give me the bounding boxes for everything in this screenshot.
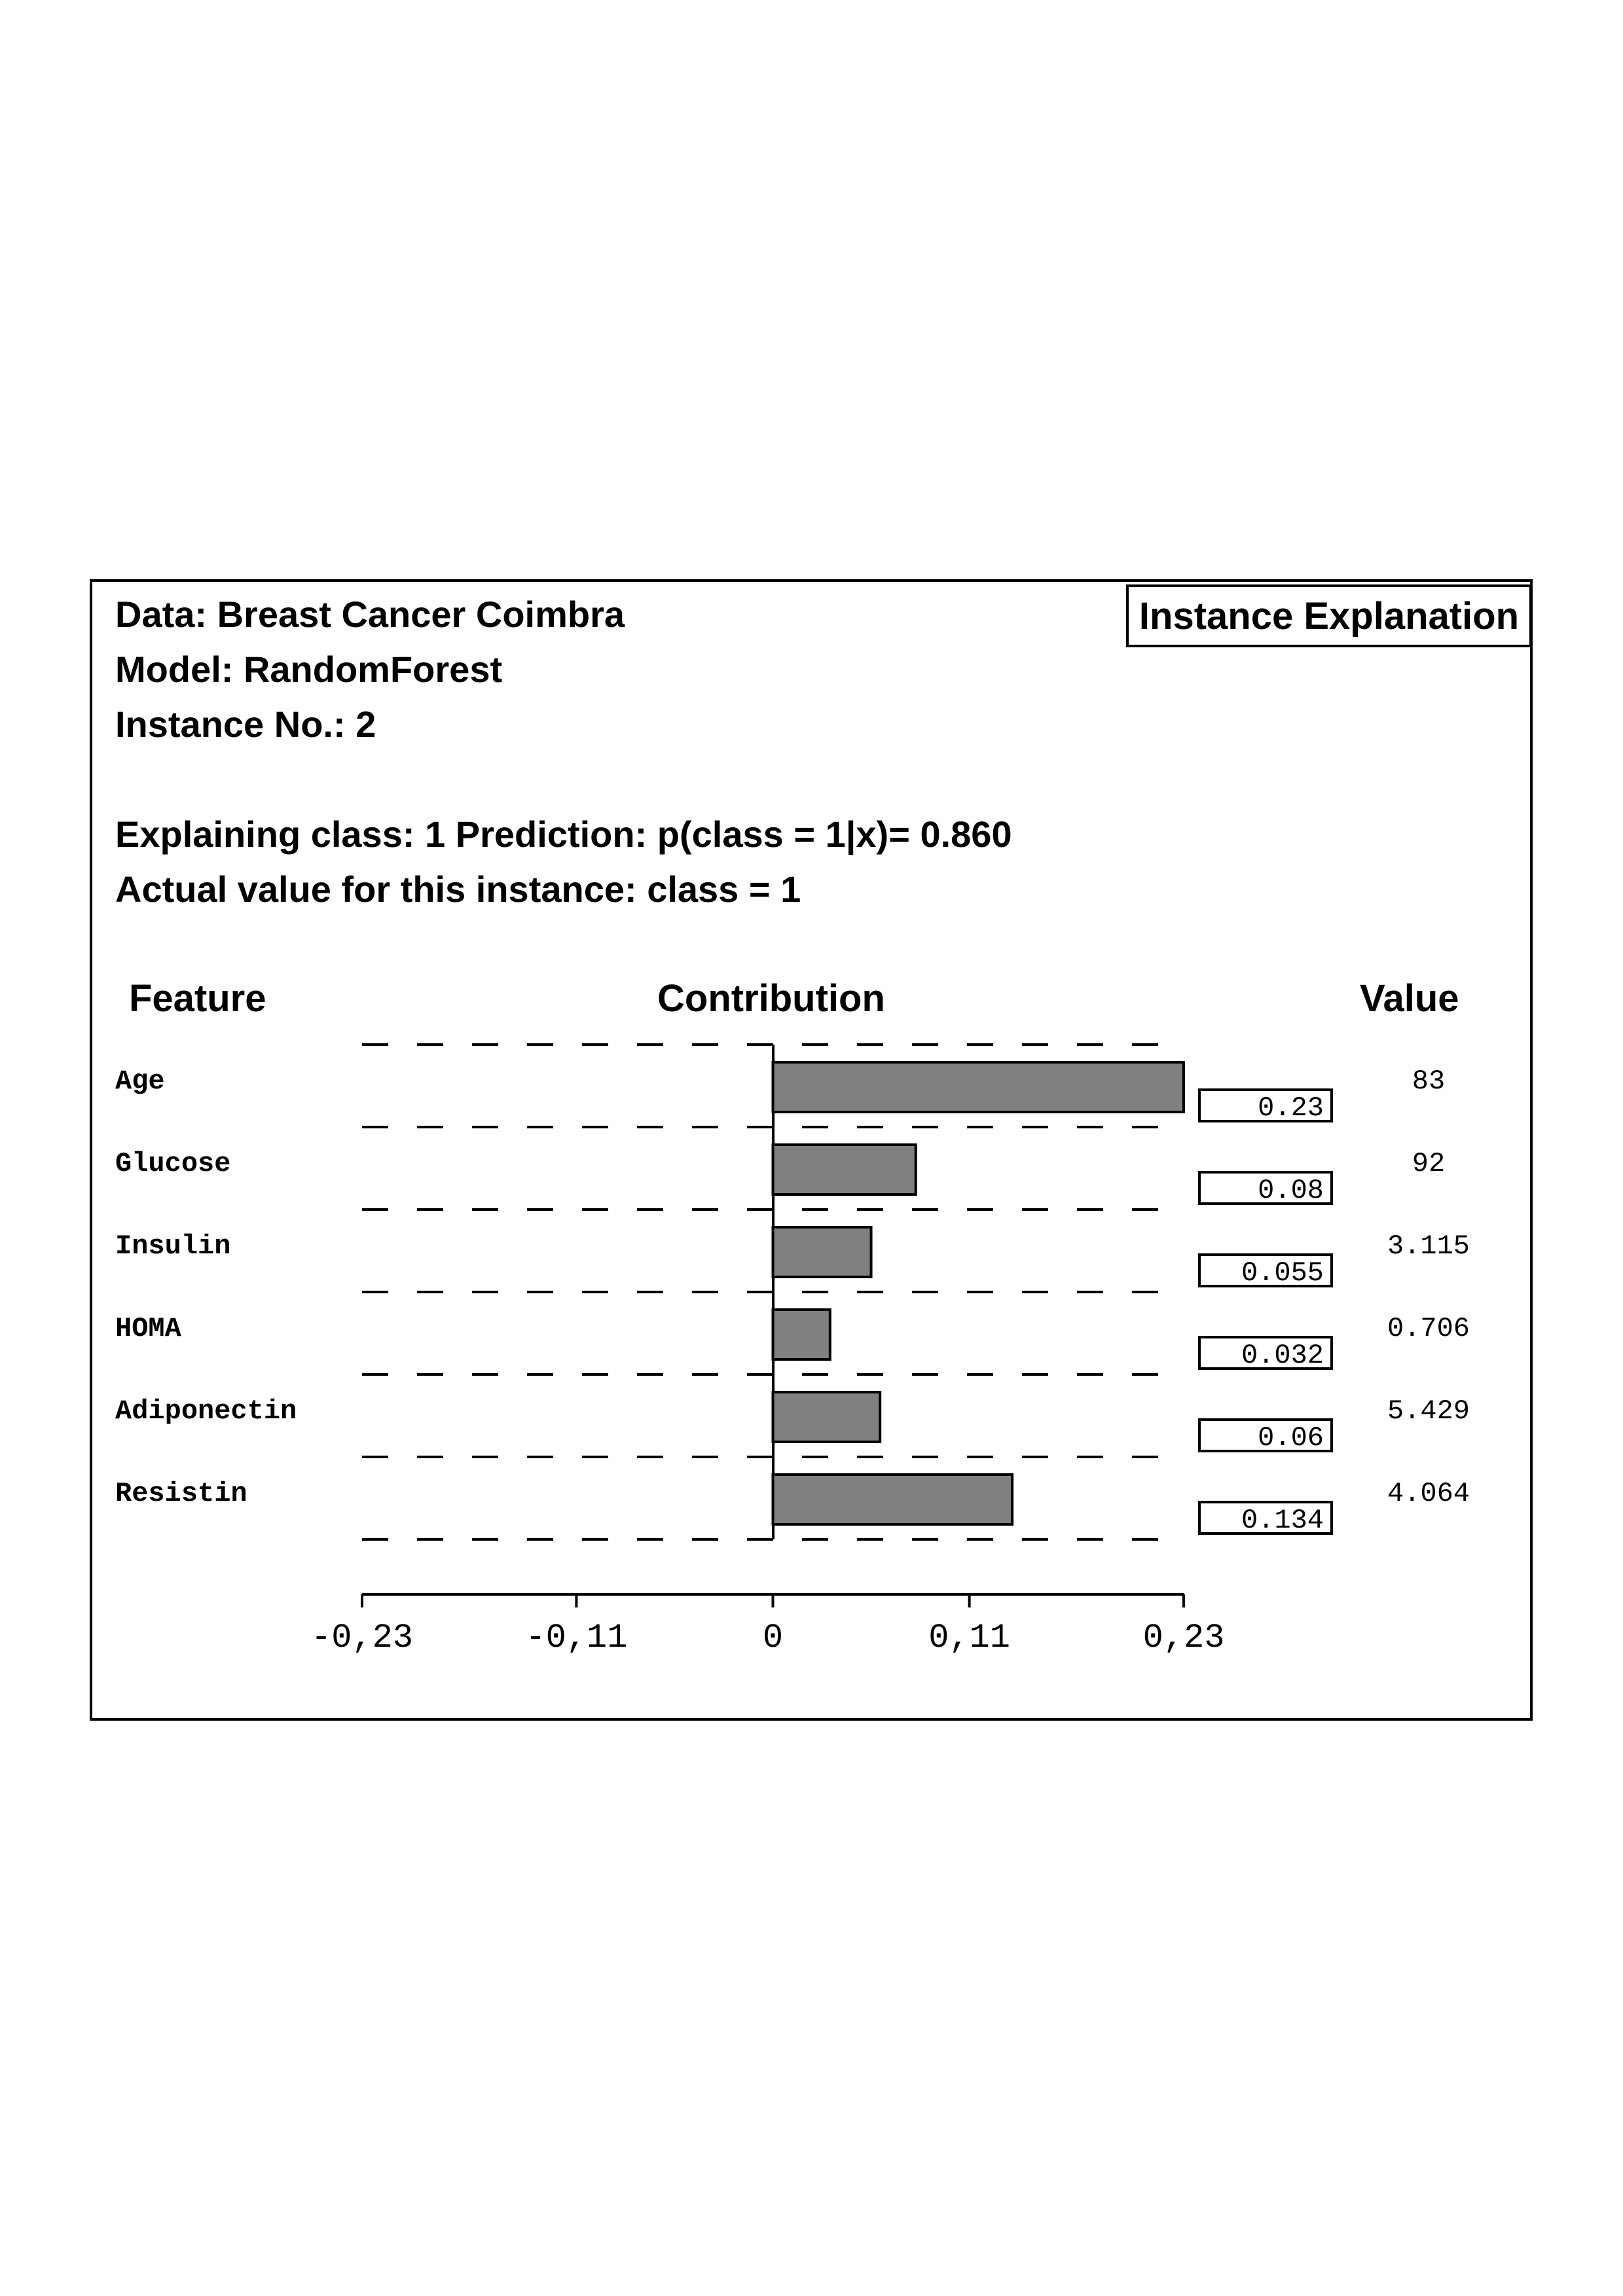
feature-value: 0.706 [1387, 1313, 1470, 1344]
prediction-line: Explaining class: 1 Prediction: p(class … [115, 814, 1012, 855]
x-tick-label: -0,11 [525, 1619, 627, 1657]
contribution-bar [771, 1061, 1185, 1113]
value-column-header: Value [1360, 977, 1459, 1020]
feature-value: 83 [1412, 1066, 1445, 1097]
contribution-bar [771, 1391, 882, 1443]
feature-column-header: Feature [129, 977, 266, 1020]
feature-label: Age [115, 1066, 165, 1097]
feature-value: 4.064 [1387, 1478, 1470, 1509]
model-title: Model: RandomForest [115, 649, 503, 690]
chart-frame [90, 579, 1533, 1721]
contribution-value-label: 0.23 [1258, 1092, 1324, 1124]
contribution-bar [771, 1308, 831, 1361]
feature-label: Insulin [115, 1230, 230, 1262]
dataset-title: Data: Breast Cancer Coimbra [115, 594, 625, 635]
contribution-value-label: 0.055 [1241, 1257, 1324, 1289]
contribution-value-box [1198, 1418, 1333, 1452]
contribution-column-header: Contribution [657, 977, 885, 1020]
contribution-value-box [1198, 1501, 1333, 1535]
x-tick-label: 0 [763, 1619, 783, 1657]
contribution-bar [771, 1226, 873, 1278]
contribution-bar [771, 1473, 1014, 1526]
x-tick-label: 0,11 [928, 1619, 1010, 1657]
actual-value-line: Actual value for this instance: class = … [115, 869, 801, 910]
feature-value: 92 [1412, 1148, 1445, 1179]
feature-label: Resistin [115, 1478, 247, 1509]
x-tick-label: -0,23 [311, 1619, 413, 1657]
contribution-value-label: 0.032 [1241, 1340, 1324, 1371]
contribution-value-label: 0.06 [1258, 1422, 1324, 1454]
contribution-value-box [1198, 1171, 1333, 1205]
feature-value: 5.429 [1387, 1395, 1470, 1427]
feature-label: HOMA [115, 1313, 182, 1344]
contribution-bar [771, 1143, 917, 1196]
contribution-value-label: 0.134 [1241, 1505, 1324, 1536]
contribution-value-label: 0.08 [1258, 1175, 1324, 1206]
x-tick-label: 0,23 [1143, 1619, 1225, 1657]
feature-value: 3.115 [1387, 1230, 1470, 1262]
contribution-value-box [1198, 1253, 1333, 1287]
contribution-value-box [1198, 1336, 1333, 1370]
instance-number: Instance No.: 2 [115, 704, 376, 745]
instance-explanation-badge: Instance Explanation [1126, 584, 1532, 647]
feature-label: Adiponectin [115, 1395, 297, 1427]
contribution-value-box [1198, 1088, 1333, 1122]
feature-label: Glucose [115, 1148, 230, 1179]
